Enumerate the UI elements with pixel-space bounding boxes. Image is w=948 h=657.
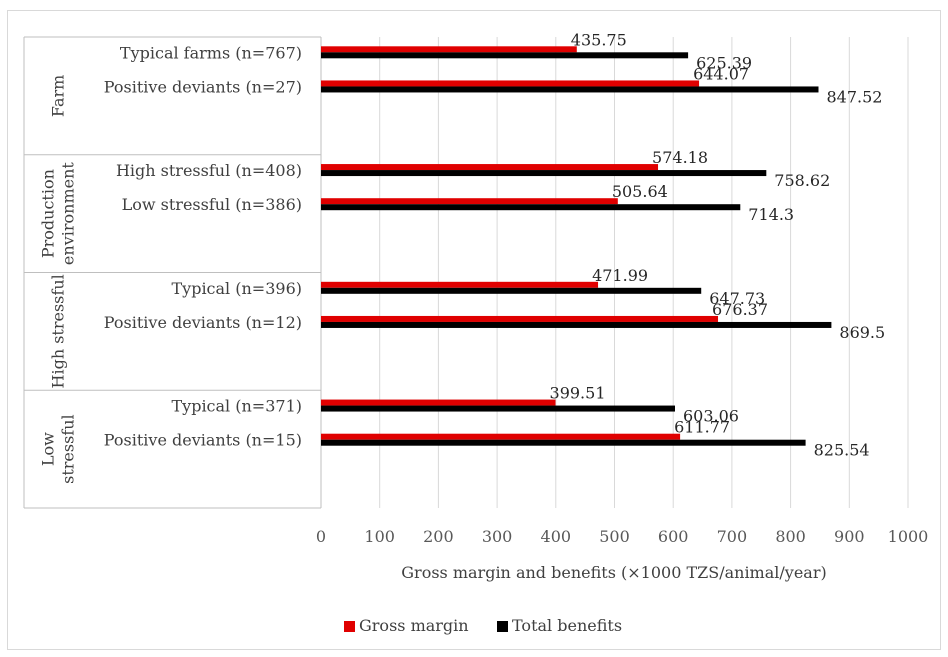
gross-margin-data-label: 676.37 — [712, 300, 768, 319]
group-label: Productionenvironment — [39, 162, 78, 265]
total-benefits-data-label: 714.3 — [748, 205, 794, 224]
total-benefits-data-label: 625.39 — [696, 53, 752, 72]
gross-margin-bar — [321, 198, 618, 205]
x-tick-label: 1000 — [888, 527, 929, 546]
total-benefits-bar — [321, 287, 702, 294]
gross-margin-bar — [321, 164, 659, 171]
category-label: Typical (n=371) — [171, 397, 302, 416]
x-tick-label: 600 — [658, 527, 689, 546]
gross-margin-bar — [321, 433, 681, 440]
gross-margin-bar — [321, 281, 599, 288]
legend-swatch-gross-margin — [344, 621, 355, 632]
x-tick-label: 300 — [482, 527, 513, 546]
total-benefits-bar — [321, 170, 767, 177]
category-label: Positive deviants (n=15) — [104, 431, 302, 450]
gross-margin-data-label: 611.77 — [674, 418, 730, 437]
total-benefits-data-label: 869.5 — [839, 323, 885, 342]
total-benefits-bar — [321, 86, 819, 93]
total-benefits-data-label: 603.06 — [683, 407, 739, 426]
category-label: High stressful (n=408) — [116, 161, 302, 180]
x-axis-title: Gross margin and benefits (×1000 TZS/ani… — [401, 563, 826, 582]
gross-margin-data-label: 644.07 — [693, 64, 749, 83]
total-benefits-data-label: 847.52 — [826, 87, 882, 106]
gross-margin-data-label: 505.64 — [612, 182, 668, 201]
gross-margin-bar — [321, 399, 556, 406]
gross-margin-data-label: 399.51 — [550, 384, 606, 403]
gross-margin-bar — [321, 80, 700, 87]
group-label: Lowstressful — [39, 414, 78, 484]
category-label: Positive deviants (n=27) — [104, 77, 302, 96]
gross-margin-bar — [321, 46, 577, 53]
gross-margin-data-label: 574.18 — [652, 148, 708, 167]
x-tick-label: 900 — [834, 527, 865, 546]
x-tick-label: 400 — [541, 527, 572, 546]
category-label: Typical (n=396) — [171, 279, 302, 298]
total-benefits-bar — [321, 439, 806, 446]
category-label: Low stressful (n=386) — [122, 195, 302, 214]
x-tick-label: 800 — [775, 527, 806, 546]
legend-swatch-total-benefits — [497, 621, 508, 632]
group-label: High stressful — [49, 274, 68, 388]
category-label: Typical farms (n=767) — [120, 43, 302, 62]
total-benefits-bar — [321, 405, 675, 412]
x-tick-label: 100 — [364, 527, 395, 546]
legend-label-total-benefits: Total benefits — [512, 616, 622, 635]
x-tick-label: 200 — [423, 527, 454, 546]
total-benefits-data-label: 825.54 — [814, 441, 870, 460]
x-tick-label: 500 — [599, 527, 630, 546]
group-label: Farm — [49, 75, 68, 117]
category-label: Positive deviants (n=12) — [104, 313, 302, 332]
gross-margin-data-label: 435.75 — [571, 30, 627, 49]
chart-frame — [7, 10, 941, 650]
total-benefits-data-label: 647.73 — [709, 289, 765, 308]
total-benefits-bar — [321, 52, 689, 59]
legend-label-gross-margin: Gross margin — [359, 616, 469, 635]
total-benefits-bar — [321, 204, 741, 211]
x-tick-label: 700 — [717, 527, 748, 546]
gross-margin-data-label: 471.99 — [592, 266, 648, 285]
gross-margin-bar — [321, 315, 719, 322]
total-benefits-bar — [321, 321, 832, 328]
total-benefits-data-label: 758.62 — [774, 171, 830, 190]
x-tick-label: 0 — [316, 527, 326, 546]
